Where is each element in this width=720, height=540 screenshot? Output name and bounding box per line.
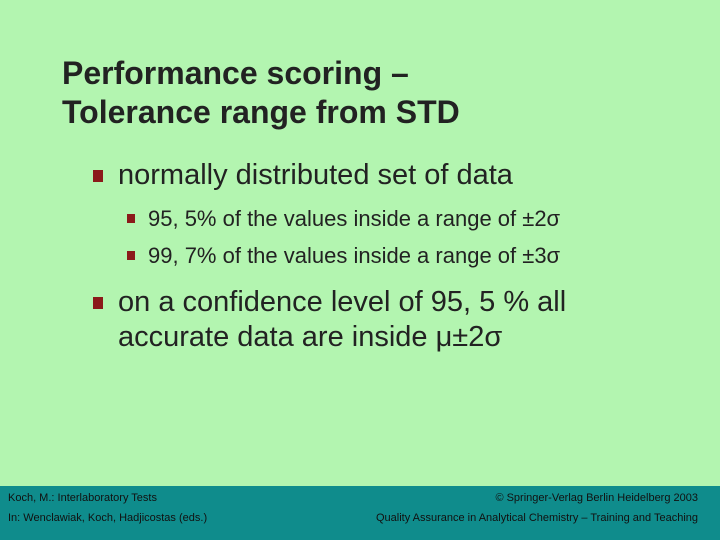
footer-right: © Springer-Verlag Berlin Heidelberg 2003… xyxy=(376,488,698,528)
footer-source: In: Wenclawiak, Koch, Hadjicostas (eds.) xyxy=(8,512,208,524)
footer-author: Koch, M.: Interlaboratory Tests xyxy=(8,492,157,504)
bullet-text: on a confidence level of 95, 5 % all acc… xyxy=(118,285,698,355)
bullet-text-line-1: on a confidence level of 95, 5 % all xyxy=(118,286,567,318)
bullet-text: normally distributed set of data xyxy=(118,159,513,191)
square-bullet-icon xyxy=(127,251,135,260)
square-bullet-icon xyxy=(93,297,103,309)
title-line-2: Tolerance range from STD xyxy=(62,94,460,130)
sub-bullet-text: 99, 7% of the values inside a range of ±… xyxy=(148,243,561,268)
footer-left: Koch, M.: Interlaboratory Tests In: Wenc… xyxy=(8,488,207,528)
footer-book-title: Quality Assurance in Analytical Chemistr… xyxy=(375,512,698,524)
slide-title: Performance scoring – Tolerance range fr… xyxy=(62,54,702,132)
title-line-1: Performance scoring – xyxy=(62,55,409,91)
footer-bar: Koch, M.: Interlaboratory Tests In: Wenc… xyxy=(0,486,720,540)
sub-bullet-text: 95, 5% of the values inside a range of ±… xyxy=(148,206,561,231)
square-bullet-icon xyxy=(93,170,103,182)
footer-copyright: © Springer-Verlag Berlin Heidelberg 2003 xyxy=(495,492,698,504)
square-bullet-icon xyxy=(127,214,135,223)
bullet-text-line-2: accurate data are inside μ±2σ xyxy=(118,321,503,353)
